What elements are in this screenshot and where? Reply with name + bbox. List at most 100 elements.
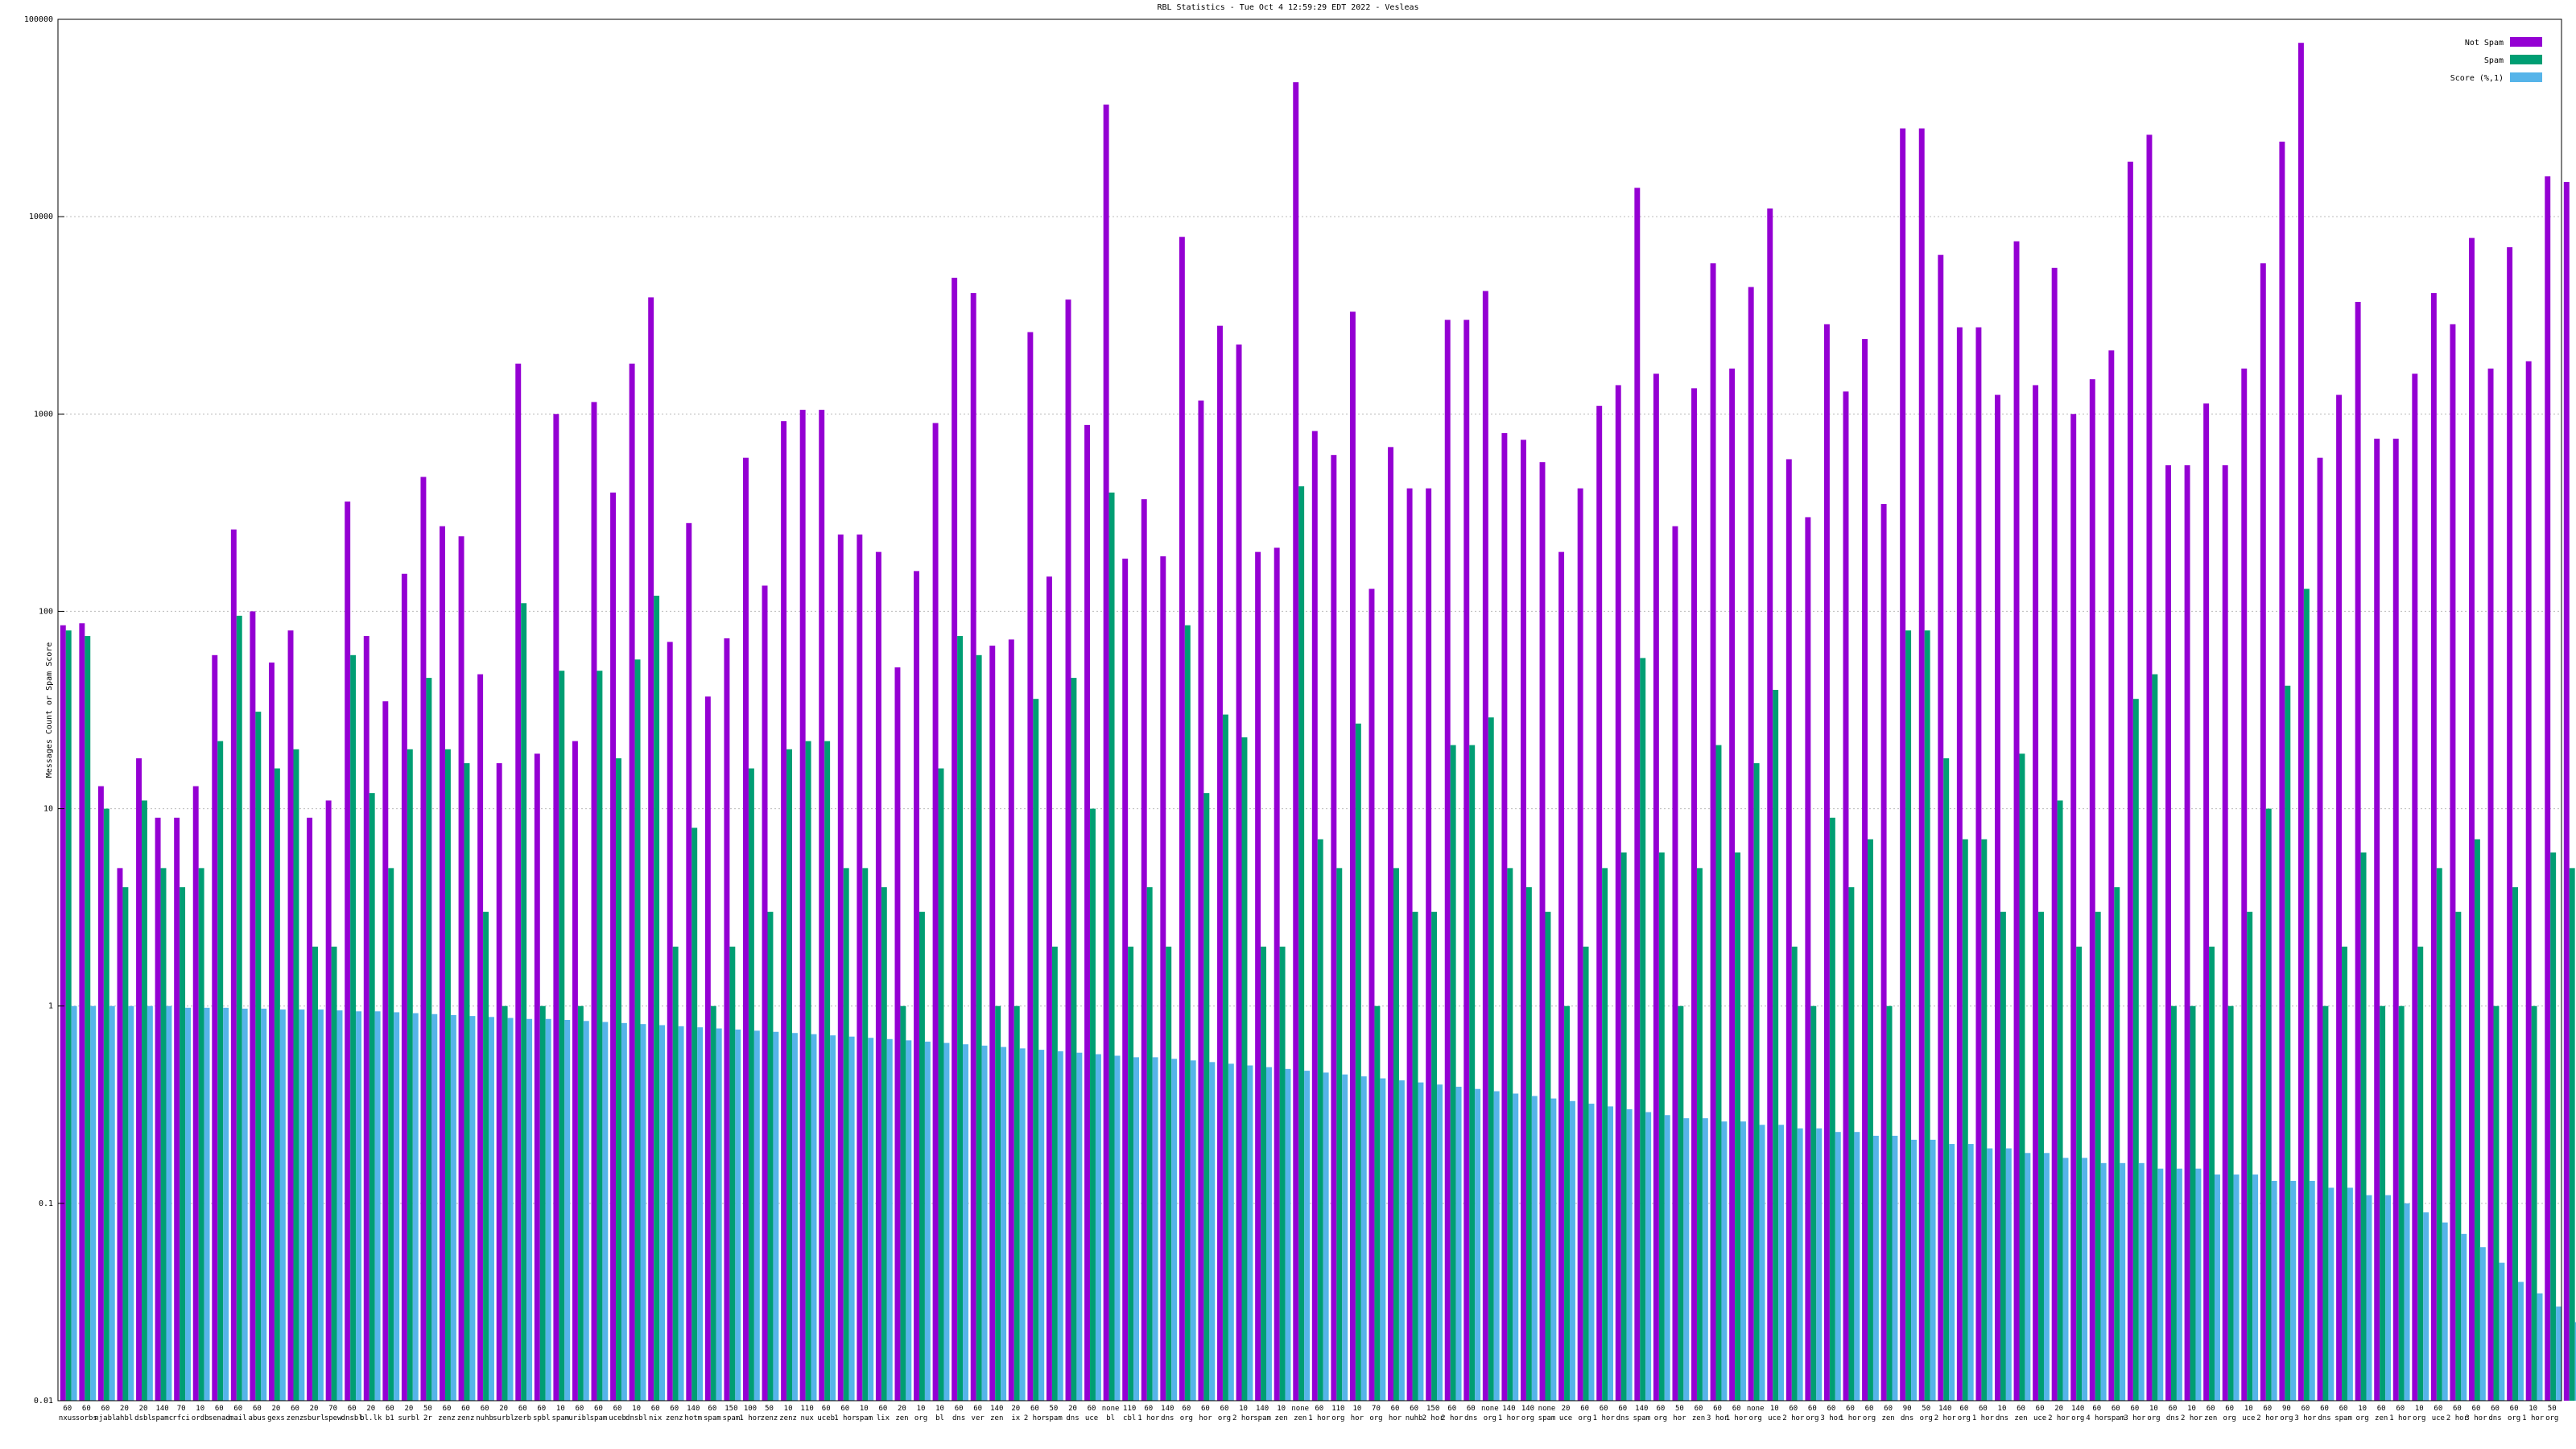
- bar-not-spam: [60, 625, 66, 1401]
- x-tick-label-top: 60: [1846, 1405, 1855, 1413]
- bar-score-1-: [185, 1007, 191, 1401]
- x-tick-label: senad: [208, 1414, 230, 1422]
- x-tick-label: surbl: [398, 1414, 419, 1422]
- x-tick-label: spam: [1633, 1414, 1650, 1422]
- bar-spam: [976, 654, 982, 1401]
- x-tick-label-top: 60: [1144, 1405, 1153, 1413]
- bar-spam: [995, 1005, 1001, 1401]
- y-tick-label: 10000: [29, 213, 53, 221]
- x-tick-label-top: 50: [1050, 1405, 1059, 1413]
- x-tick-label-top: 140: [155, 1405, 168, 1413]
- bar-not-spam: [2412, 374, 2418, 1401]
- bar-spam: [1336, 868, 1343, 1401]
- bar-not-spam: [2507, 247, 2513, 1401]
- bar-not-spam: [515, 363, 522, 1401]
- bar-spam: [2285, 685, 2291, 1401]
- bar-score-1-: [1892, 1135, 1898, 1401]
- bar-score-1-: [1683, 1118, 1690, 1401]
- x-tick-label-top: 110: [801, 1405, 814, 1413]
- bar-not-spam: [1672, 526, 1678, 1401]
- bar-score-1-: [2233, 1174, 2240, 1401]
- bar-spam: [919, 911, 925, 1401]
- bar-spam: [1166, 946, 1172, 1401]
- y-tick-label: 1000: [34, 410, 53, 419]
- legend-swatch: [2510, 37, 2542, 47]
- bar-not-spam: [1805, 517, 1811, 1401]
- bar-spam: [2380, 1005, 2386, 1401]
- x-tick-label-top: 60: [1088, 1405, 1096, 1413]
- bar-score-1-: [2499, 1262, 2505, 1401]
- x-tick-label: 2 hor: [1024, 1414, 1046, 1422]
- legend-swatch: [2510, 55, 2542, 64]
- legend-label: Score (%,1): [2450, 74, 2504, 83]
- bar-not-spam: [1710, 263, 1716, 1402]
- x-tick-label: 1 hor: [1726, 1414, 1748, 1422]
- bar-not-spam: [1008, 639, 1014, 1401]
- bar-score-1-: [1721, 1121, 1728, 1401]
- bar-not-spam: [2146, 134, 2153, 1402]
- bar-spam: [1450, 745, 1456, 1401]
- x-tick-label-top: 60: [291, 1405, 299, 1413]
- bar-not-spam: [724, 638, 730, 1401]
- bar-score-1-: [2157, 1168, 2164, 1401]
- bar-score-1-: [2005, 1148, 2012, 1401]
- bar-not-spam: [2279, 141, 2285, 1402]
- bar-not-spam: [1501, 433, 1508, 1402]
- x-tick-label-top: 140: [2071, 1405, 2084, 1413]
- bar-score-1-: [1588, 1104, 1595, 1401]
- bar-score-1-: [716, 1028, 722, 1401]
- bar-spam: [1981, 839, 1988, 1401]
- bar-spam: [1393, 868, 1399, 1401]
- x-tick-label: uce: [1559, 1414, 1572, 1422]
- x-tick-label: 3 hor: [2294, 1414, 2317, 1422]
- bar-spam: [2019, 753, 2025, 1401]
- x-tick-label-top: 60: [2453, 1405, 2462, 1413]
- x-tick-label: org: [2545, 1414, 2558, 1422]
- x-tick-label: abus: [249, 1414, 266, 1422]
- bar-score-1-: [830, 1035, 836, 1401]
- bar-not-spam: [799, 410, 806, 1401]
- bar-score-1-: [924, 1041, 931, 1401]
- bar-score-1-: [356, 1011, 362, 1401]
- x-tick-label-top: 150: [724, 1405, 737, 1413]
- x-tick-label: uce: [1768, 1414, 1781, 1422]
- bar-score-1-: [147, 1005, 153, 1401]
- bar-spam: [2360, 852, 2367, 1401]
- bar-not-spam: [287, 630, 294, 1401]
- x-tick-label: 1 hor: [1137, 1414, 1160, 1422]
- x-tick-label-top: 140: [1256, 1405, 1269, 1413]
- bar-spam: [616, 758, 621, 1401]
- x-tick-label: zenz: [761, 1414, 778, 1422]
- bar-score-1-: [868, 1038, 874, 1401]
- x-tick-label-top: 60: [481, 1405, 489, 1413]
- x-tick-label: spam: [1253, 1414, 1271, 1422]
- x-tick-label-top: 60: [2320, 1405, 2329, 1413]
- x-tick-label: 2 hor: [2256, 1414, 2279, 1422]
- bar-not-spam: [79, 623, 85, 1401]
- x-tick-label-top: 60: [1580, 1405, 1589, 1413]
- bar-score-1-: [2556, 1307, 2562, 1401]
- x-tick-label: org: [1654, 1414, 1667, 1422]
- bar-score-1-: [678, 1026, 684, 1401]
- bar-score-1-: [1740, 1121, 1746, 1401]
- legend: Not Spam Spam Score (%,1): [2450, 37, 2542, 83]
- bar-score-1-: [1911, 1139, 1917, 1401]
- x-tick-label: org: [1369, 1414, 1382, 1422]
- x-tick-label: spam: [2334, 1414, 2352, 1422]
- x-tick-label: ix: [1011, 1414, 1020, 1422]
- x-tick-label: mail: [229, 1414, 247, 1422]
- bar-spam: [1203, 793, 1210, 1401]
- x-tick-label-top: 70: [177, 1405, 186, 1413]
- x-tick-label-top: 140: [1161, 1405, 1174, 1413]
- bar-not-spam: [2525, 361, 2532, 1401]
- bar-not-spam: [2089, 379, 2095, 1402]
- x-tick-label: nix: [649, 1414, 663, 1422]
- bar-score-1-: [697, 1027, 704, 1401]
- bar-score-1-: [166, 1005, 172, 1401]
- bar-spam: [312, 946, 318, 1401]
- x-tick-label-top: 60: [1618, 1405, 1627, 1413]
- x-tick-label-top: 50: [1675, 1405, 1684, 1413]
- bar-not-spam: [629, 363, 635, 1401]
- bar-not-spam: [345, 502, 351, 1402]
- x-tick-label-top: 60: [101, 1405, 109, 1413]
